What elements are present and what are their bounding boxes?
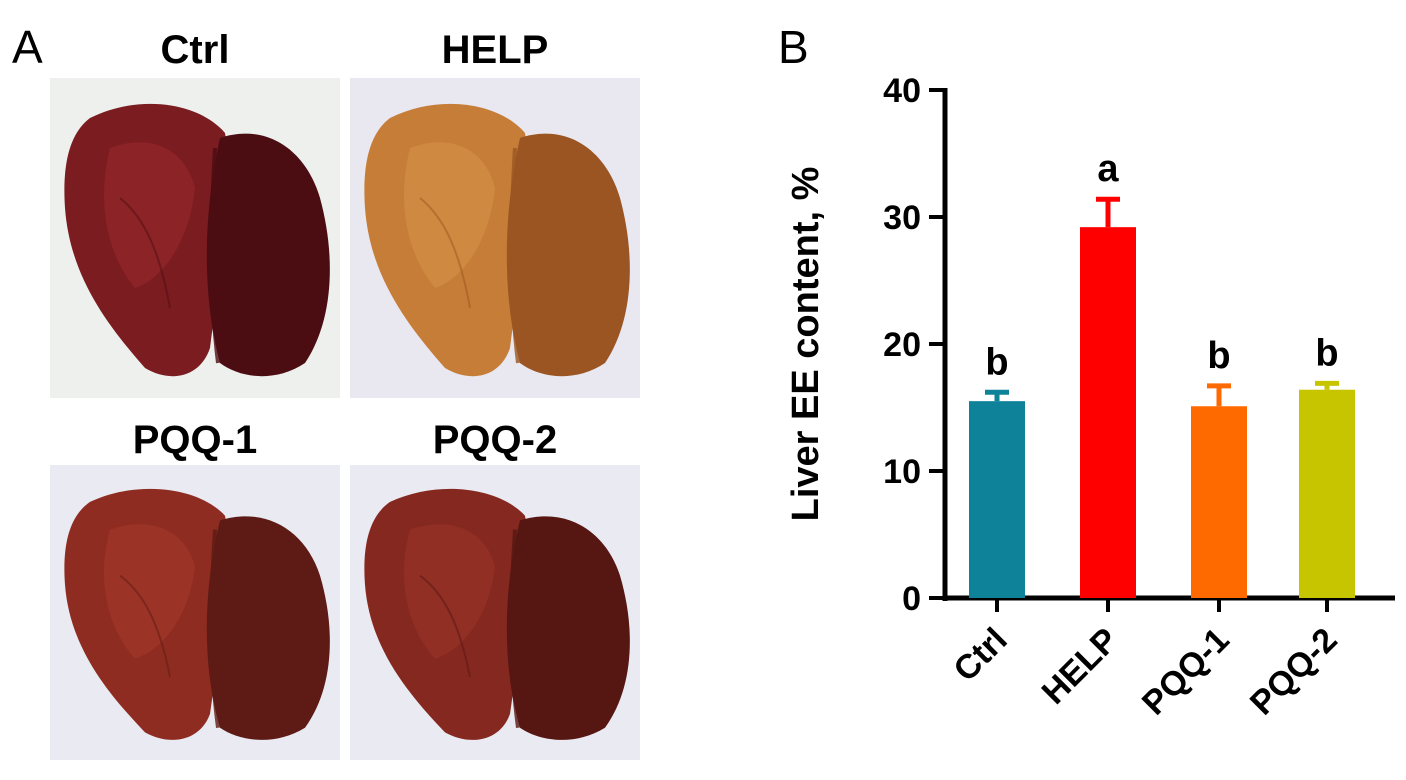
significance-label: b bbox=[1207, 335, 1230, 377]
panel-b-letter: B bbox=[778, 21, 809, 73]
photo-help bbox=[350, 78, 640, 398]
bar-pqq1 bbox=[1191, 406, 1247, 598]
x-tick-label: HELP bbox=[1035, 621, 1126, 712]
bar-chart: 0 10 20 30 40 Liver EE content, % b Ctrl a HELP b P… bbox=[785, 72, 1395, 723]
y-tick-label: 10 bbox=[883, 453, 921, 491]
photo-title-help: HELP bbox=[441, 28, 549, 72]
y-tick-label: 40 bbox=[883, 72, 921, 110]
bar-pqq2 bbox=[1299, 389, 1355, 598]
photo-ctrl bbox=[50, 78, 340, 398]
significance-label: b bbox=[1315, 332, 1338, 374]
liver-image bbox=[350, 465, 640, 760]
significance-label: a bbox=[1097, 148, 1119, 190]
y-tick-label: 20 bbox=[883, 326, 921, 364]
bar-ctrl bbox=[969, 401, 1025, 598]
y-axis-title: Liver EE content, % bbox=[785, 167, 827, 522]
panel-a-letter: A bbox=[12, 21, 43, 73]
liver-image bbox=[50, 465, 340, 760]
x-tick-label: PQQ-1 bbox=[1135, 621, 1237, 723]
photo-pqq1 bbox=[50, 465, 340, 760]
liver-image bbox=[350, 78, 640, 398]
photo-pqq2 bbox=[350, 465, 640, 760]
y-tick-label: 0 bbox=[902, 580, 921, 618]
significance-label: b bbox=[985, 341, 1008, 383]
photo-title-ctrl: Ctrl bbox=[160, 28, 230, 72]
photo-title-pqq1: PQQ-1 bbox=[132, 418, 258, 462]
x-tick-label: Ctrl bbox=[946, 621, 1014, 689]
photo-title-pqq2: PQQ-2 bbox=[432, 418, 558, 462]
x-tick-label: PQQ-2 bbox=[1243, 621, 1345, 723]
y-tick-label: 30 bbox=[883, 199, 921, 237]
liver-image bbox=[50, 78, 340, 398]
bar-help bbox=[1080, 227, 1136, 598]
